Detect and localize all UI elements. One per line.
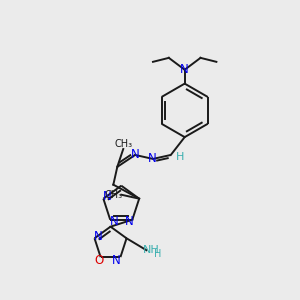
Text: NH: NH [143,245,160,255]
Text: N: N [112,254,121,267]
Text: N: N [103,190,112,203]
Text: O: O [94,254,103,267]
Text: N: N [180,63,189,76]
Text: N: N [131,148,140,161]
Text: H: H [176,152,184,162]
Text: N: N [94,230,103,243]
Text: N: N [125,215,134,228]
Text: H: H [154,249,161,259]
Text: N: N [110,215,118,228]
Text: CH₃: CH₃ [114,139,132,149]
Text: N: N [148,152,156,165]
Text: CH₃: CH₃ [104,190,122,200]
